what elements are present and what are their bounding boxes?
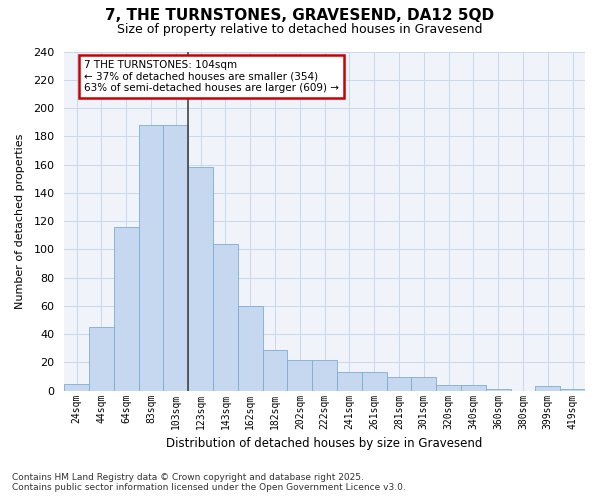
Bar bbox=[436, 385, 461, 390]
Bar bbox=[114, 226, 139, 390]
Text: Contains HM Land Registry data © Crown copyright and database right 2025.
Contai: Contains HM Land Registry data © Crown c… bbox=[12, 473, 406, 492]
Bar bbox=[188, 168, 213, 390]
Bar bbox=[213, 244, 238, 390]
Bar bbox=[461, 385, 486, 390]
Text: 7, THE TURNSTONES, GRAVESEND, DA12 5QD: 7, THE TURNSTONES, GRAVESEND, DA12 5QD bbox=[106, 8, 494, 22]
Bar bbox=[486, 389, 511, 390]
Text: 7 THE TURNSTONES: 104sqm
← 37% of detached houses are smaller (354)
63% of semi-: 7 THE TURNSTONES: 104sqm ← 37% of detach… bbox=[84, 60, 339, 93]
Bar bbox=[560, 389, 585, 390]
Bar bbox=[238, 306, 263, 390]
X-axis label: Distribution of detached houses by size in Gravesend: Distribution of detached houses by size … bbox=[166, 437, 483, 450]
Text: Size of property relative to detached houses in Gravesend: Size of property relative to detached ho… bbox=[117, 22, 483, 36]
Bar bbox=[312, 360, 337, 390]
Bar bbox=[535, 386, 560, 390]
Bar bbox=[64, 384, 89, 390]
Bar bbox=[139, 125, 163, 390]
Y-axis label: Number of detached properties: Number of detached properties bbox=[15, 134, 25, 309]
Bar bbox=[412, 376, 436, 390]
Bar bbox=[89, 327, 114, 390]
Bar bbox=[362, 372, 386, 390]
Bar bbox=[263, 350, 287, 391]
Bar bbox=[386, 376, 412, 390]
Bar bbox=[163, 125, 188, 390]
Bar bbox=[287, 360, 312, 390]
Bar bbox=[337, 372, 362, 390]
